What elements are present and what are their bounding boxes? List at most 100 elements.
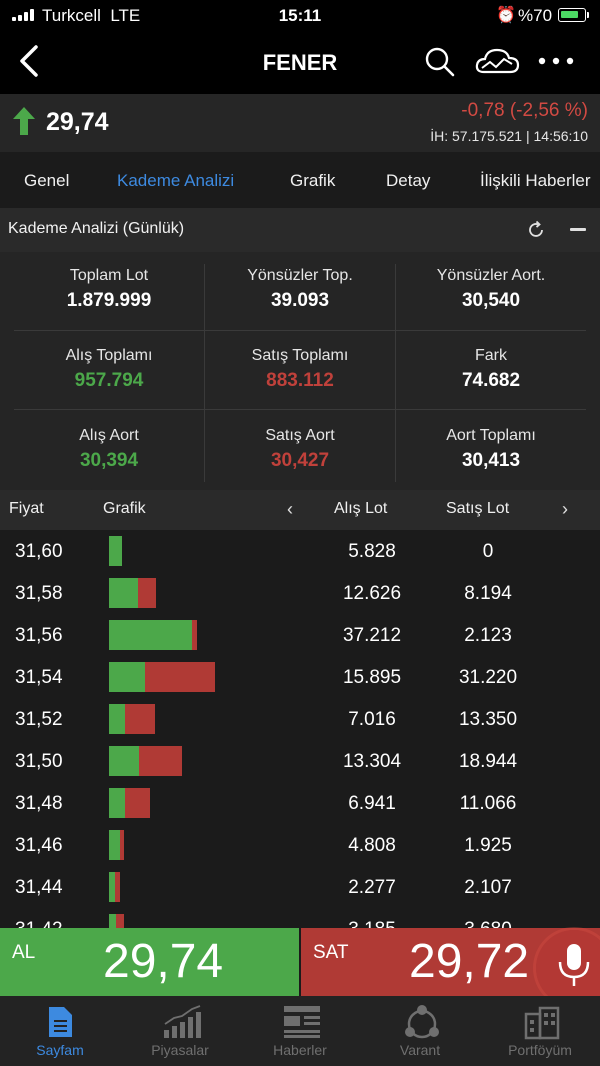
table-row[interactable]: 31,52 7.016 13.350 — [0, 698, 600, 740]
buy-price: 29,74 — [103, 935, 224, 988]
collapse-icon[interactable] — [570, 228, 586, 231]
stat-satis-toplami: Satış Toplamı 883.112 — [205, 332, 395, 412]
table-row[interactable]: 31,44 2.277 2.107 — [0, 866, 600, 908]
tab-kademe-analizi[interactable]: Kademe Analizi — [117, 171, 235, 190]
chevron-right-icon[interactable]: › — [562, 499, 568, 519]
stat-toplam-lot: Toplam Lot 1.879.999 — [14, 252, 204, 332]
bar-chart-icon — [164, 1005, 201, 1038]
bottom-tab-label: Haberler — [273, 1042, 327, 1058]
table-row[interactable]: 31,50 13.304 18.944 — [0, 740, 600, 782]
sell-volume-segment — [192, 620, 197, 650]
table-row[interactable]: 31,54 15.895 31.220 — [0, 656, 600, 698]
row-buy-lot: 6.941 — [348, 793, 396, 814]
bottom-tab-varant[interactable]: Varant — [360, 996, 480, 1066]
stat-value: 1.879.999 — [66, 290, 152, 311]
cloud-chart-icon[interactable] — [474, 44, 520, 78]
volume-time: İH: 57.175.521 | 14:56:10 — [430, 128, 588, 144]
bottom-tab-haberler[interactable]: Haberler — [240, 996, 360, 1066]
chevron-left-icon[interactable]: ‹ — [287, 499, 293, 519]
tab-genel[interactable]: Genel — [24, 171, 70, 190]
stat-label: Aort Toplamı — [446, 427, 536, 444]
row-volume-bar — [109, 830, 124, 860]
row-price: 31,56 — [15, 625, 63, 646]
buy-button[interactable]: AL 29,74 — [0, 928, 299, 996]
alarm-icon: ⏰ — [496, 7, 516, 24]
stat-label: Fark — [475, 347, 507, 364]
row-price: 31,42 — [15, 919, 63, 928]
stat-fark: Fark 74.682 — [396, 332, 586, 412]
tab-grafik[interactable]: Grafik — [290, 171, 336, 190]
bottom-tab-label: Sayfam — [36, 1042, 84, 1058]
stat-alis-aort: Alış Aort 30,394 — [14, 412, 204, 492]
more-icon[interactable] — [536, 46, 576, 76]
row-volume-bar — [109, 662, 215, 692]
row-price: 31,58 — [15, 583, 63, 604]
stat-value: 30,394 — [79, 450, 139, 471]
section-title: Kademe Analizi (Günlük) — [8, 220, 185, 237]
section-header: Kademe Analizi (Günlük) — [0, 208, 600, 252]
newspaper-icon — [284, 1006, 320, 1038]
table-row[interactable]: 31,56 37.212 2.123 — [0, 614, 600, 656]
column-header-price: Fiyat — [9, 500, 44, 517]
search-icon[interactable] — [424, 46, 456, 78]
stat-value: 74.682 — [461, 370, 521, 391]
row-price: 31,52 — [15, 709, 63, 730]
stat-label: Yönsüzler Top. — [247, 267, 353, 284]
buy-volume-segment — [109, 662, 145, 692]
row-buy-lot: 7.016 — [348, 709, 396, 730]
tab-detay[interactable]: Detay — [386, 171, 431, 190]
back-icon[interactable] — [14, 44, 44, 78]
row-volume-bar — [109, 788, 150, 818]
table-row[interactable]: 31,48 6.941 11.066 — [0, 782, 600, 824]
tab-iliskili-haberler[interactable]: İlişkili Haberler — [480, 171, 591, 190]
buy-volume-segment — [109, 746, 139, 776]
microphone-button[interactable] — [536, 930, 600, 1006]
table-row[interactable]: 31,60 5.828 0 — [0, 530, 600, 572]
buy-volume-segment — [109, 704, 125, 734]
stat-yonsuzler-aort: Yönsüzler Aort. 30,540 — [396, 252, 586, 332]
row-sell-lot: 31.220 — [458, 667, 518, 688]
stat-label: Toplam Lot — [69, 267, 149, 284]
row-sell-lot: 13.350 — [458, 709, 518, 730]
bottom-tab-sayfam[interactable]: Sayfam — [0, 996, 120, 1066]
price-change: -0,78 (-2,56 %) — [461, 100, 588, 121]
row-sell-lot: 2.107 — [464, 877, 512, 898]
table-row[interactable]: 31,42 3.185 3.680 — [0, 908, 600, 928]
table-row[interactable]: 31,58 12.626 8.194 — [0, 572, 600, 614]
row-sell-lot: 11.066 — [459, 793, 517, 814]
stat-label: Satış Toplamı — [251, 347, 349, 364]
refresh-icon[interactable] — [526, 220, 546, 240]
nav-bar: FENER — [0, 30, 600, 94]
row-volume-bar — [109, 578, 156, 608]
buy-label: AL — [12, 942, 36, 963]
bottom-tab-piyasalar[interactable]: Piyasalar — [120, 996, 240, 1066]
row-buy-lot: 3.185 — [322, 919, 422, 928]
stats-grid: Toplam Lot 1.879.999 Yönsüzler Top. 39.0… — [0, 252, 600, 492]
stat-yonsuzler-top: Yönsüzler Top. 39.093 — [205, 252, 395, 332]
bottom-tab-label: Piyasalar — [151, 1042, 209, 1058]
buy-volume-segment — [109, 914, 116, 928]
stat-value: 30,413 — [461, 450, 521, 471]
buy-volume-segment — [109, 578, 138, 608]
status-bar: Turkcell LTE 15:11 ⏰ %70 — [0, 0, 600, 30]
row-buy-lot: 5.828 — [348, 541, 396, 562]
row-volume-bar — [109, 704, 155, 734]
stat-label: Yönsüzler Aort. — [436, 267, 546, 284]
row-price: 31,46 — [15, 835, 63, 856]
row-price: 31,50 — [15, 751, 63, 772]
bottom-tab-portfoyum[interactable]: Portföyüm — [480, 996, 600, 1066]
column-header-sell-lot: Satış Lot — [446, 500, 510, 517]
buy-volume-segment — [109, 620, 192, 650]
microphone-icon — [558, 944, 590, 986]
row-sell-lot: 2.123 — [464, 625, 512, 646]
bottom-tab-label: Portföyüm — [508, 1042, 572, 1058]
row-buy-lot: 37.212 — [342, 625, 402, 646]
row-price: 31,44 — [15, 877, 63, 898]
network-icon — [405, 1005, 439, 1039]
sell-volume-segment — [115, 872, 120, 902]
stat-value: 883.112 — [266, 370, 334, 391]
row-volume-bar — [109, 620, 197, 650]
table-row[interactable]: 31,46 4.808 1.925 — [0, 824, 600, 866]
stat-label: Satış Aort — [265, 427, 335, 444]
stat-label: Alış Toplamı — [65, 347, 153, 364]
